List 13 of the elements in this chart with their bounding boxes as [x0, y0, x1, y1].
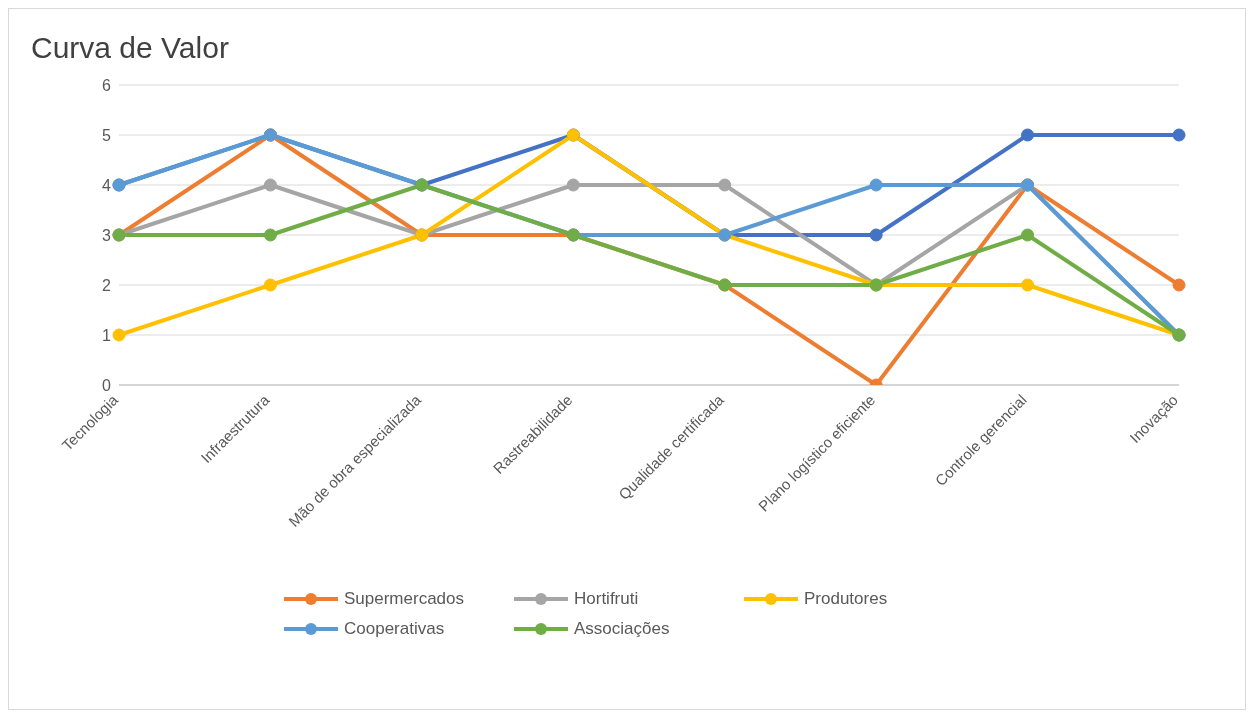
- y-tick-label: 1: [102, 326, 112, 344]
- y-tick-label: 0: [102, 376, 112, 394]
- y-tick-label: 5: [102, 126, 112, 144]
- legend-label: Cooperativas: [344, 619, 445, 639]
- legend-label: Associações: [574, 619, 670, 639]
- y-tick-label: 2: [102, 276, 112, 294]
- y-tick-label: 4: [102, 176, 112, 194]
- legend-label: Hortifruti: [574, 589, 639, 609]
- y-tick-label: 3: [102, 226, 112, 244]
- legend-label: Supermercados: [344, 589, 465, 609]
- chart-title: Curva de Valor: [30, 30, 230, 65]
- legend-label: Produtores: [804, 589, 888, 609]
- y-tick-label: 6: [102, 76, 112, 94]
